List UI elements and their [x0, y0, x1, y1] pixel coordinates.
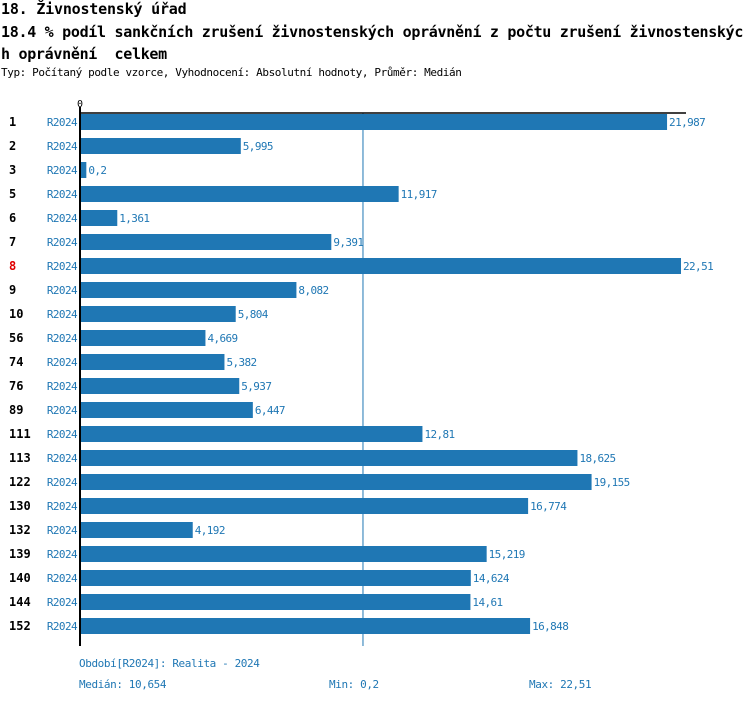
bar	[81, 546, 487, 562]
category-label: 3	[9, 163, 16, 177]
bar	[81, 594, 471, 610]
series-label: R2024	[47, 596, 78, 609]
value-label: 5,804	[238, 308, 269, 321]
series-label: R2024	[47, 284, 78, 297]
value-label: 4,192	[195, 524, 225, 537]
value-label: 8,082	[298, 284, 328, 297]
value-label: 12,81	[424, 428, 454, 441]
category-label: 10	[9, 307, 23, 321]
footer-min: Min: 0,2	[329, 678, 379, 691]
value-label: 14,624	[473, 572, 510, 585]
category-label: 139	[9, 547, 31, 561]
value-label: 9,391	[333, 236, 363, 249]
value-label: 0,2	[88, 164, 106, 177]
value-label: 5,937	[241, 380, 271, 393]
category-label: 152	[9, 619, 31, 633]
series-label: R2024	[47, 404, 78, 417]
value-label: 5,995	[243, 140, 273, 153]
category-label: 140	[9, 571, 31, 585]
bar	[81, 474, 592, 490]
bar	[81, 234, 332, 250]
bar	[81, 306, 236, 322]
value-label: 5,382	[226, 356, 256, 369]
category-label: 113	[9, 451, 31, 465]
bar	[81, 402, 253, 418]
bar	[81, 618, 531, 634]
footer-max: Max: 22,51	[529, 678, 592, 691]
series-label: R2024	[47, 428, 78, 441]
bar	[81, 378, 240, 394]
category-label: 6	[9, 211, 16, 225]
category-label: 5	[9, 187, 16, 201]
bar	[81, 498, 529, 514]
bar	[81, 162, 87, 178]
series-label: R2024	[47, 260, 78, 273]
category-label: 1	[9, 115, 16, 129]
series-label: R2024	[47, 140, 78, 153]
bar	[81, 330, 206, 346]
bar	[81, 282, 297, 298]
value-label: 1,361	[119, 212, 149, 225]
series-label: R2024	[47, 500, 78, 513]
bar	[81, 210, 118, 226]
bar	[81, 450, 578, 466]
value-label: 15,219	[489, 548, 525, 561]
category-label: 130	[9, 499, 31, 513]
value-label: 22,51	[683, 260, 713, 273]
series-label: R2024	[47, 116, 78, 129]
x-tick-label: 0	[77, 99, 83, 110]
category-label: 76	[9, 379, 23, 393]
series-label: R2024	[47, 524, 78, 537]
category-label: 132	[9, 523, 31, 537]
value-label: 11,917	[401, 188, 437, 201]
bar	[81, 426, 423, 442]
bar	[81, 138, 241, 154]
footer-period: Období[R2024]: Realita - 2024	[79, 657, 260, 670]
bar	[81, 570, 471, 586]
series-label: R2024	[47, 164, 78, 177]
category-label: 122	[9, 475, 31, 489]
series-label: R2024	[47, 236, 78, 249]
category-label: 89	[9, 403, 23, 417]
series-label: R2024	[47, 380, 78, 393]
category-label: 2	[9, 139, 16, 153]
value-label: 6,447	[255, 404, 285, 417]
value-label: 4,669	[207, 332, 237, 345]
category-label: 144	[9, 595, 31, 609]
value-label: 16,848	[532, 620, 568, 633]
chart-title: 18.4 % podíl sankčních zrušení živnosten…	[1, 23, 744, 63]
value-label: 21,987	[669, 116, 705, 129]
chart-info: Typ: Počítaný podle vzorce, Vyhodnocení:…	[1, 66, 462, 79]
series-label: R2024	[47, 548, 78, 561]
bar	[81, 354, 225, 370]
series-label: R2024	[47, 620, 78, 633]
value-label: 16,774	[530, 500, 567, 513]
series-label: R2024	[47, 572, 78, 585]
category-label: 56	[9, 331, 23, 345]
series-label: R2024	[47, 356, 78, 369]
category-label: 9	[9, 283, 16, 297]
series-label: R2024	[47, 452, 78, 465]
series-label: R2024	[47, 188, 78, 201]
category-label: 7	[9, 235, 16, 249]
series-label: R2024	[47, 476, 78, 489]
series-label: R2024	[47, 212, 78, 225]
category-label: 74	[9, 355, 23, 369]
value-label: 19,155	[594, 476, 630, 489]
category-label: 8	[9, 259, 16, 273]
value-label: 18,625	[579, 452, 615, 465]
footer-median: Medián: 10,654	[79, 678, 167, 691]
bar	[81, 522, 193, 538]
page-title: 18. Živnostenský úřad	[1, 0, 187, 18]
bar	[81, 258, 681, 274]
bar	[81, 186, 399, 202]
category-label: 111	[9, 427, 31, 441]
bar	[81, 114, 668, 130]
series-label: R2024	[47, 332, 78, 345]
series-label: R2024	[47, 308, 78, 321]
value-label: 14,61	[472, 596, 502, 609]
